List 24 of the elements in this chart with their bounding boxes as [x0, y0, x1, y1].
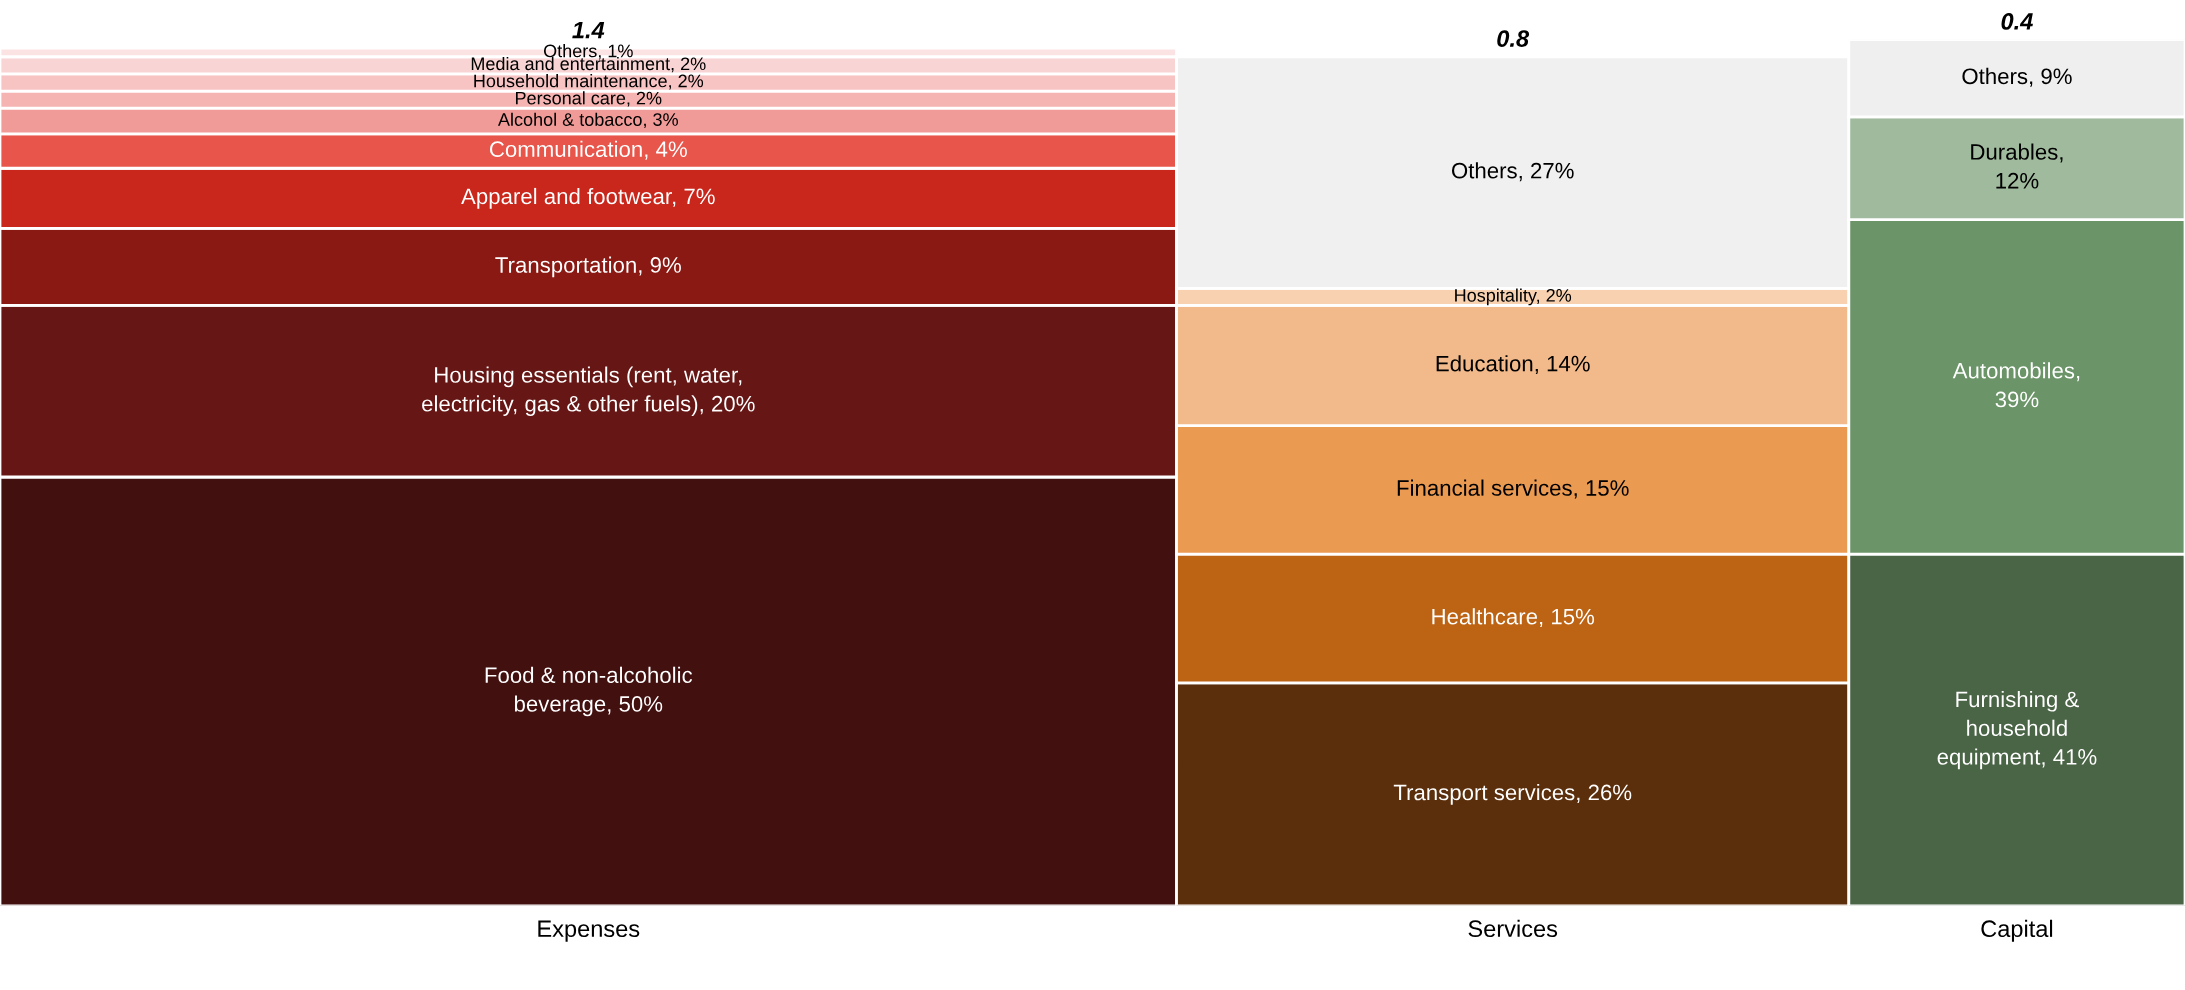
data-label: Healthcare, 15%: [1432, 608, 1595, 628]
x-tick-label: Expenses: [538, 920, 640, 942]
data-label: Alcohol & tobacco, 3%: [497, 112, 678, 129]
data-label: Apparel and footwear, 7%: [461, 187, 715, 209]
data-label: Food & non-alcoholic beverage, 50%: [485, 666, 693, 717]
data-label: Transportation, 9%: [495, 256, 681, 278]
data-label: Transport services, 26%: [1393, 783, 1632, 805]
data-label: Personal care, 2%: [515, 91, 662, 107]
data-label: Household maintenance, 2%: [474, 74, 704, 90]
data-label: Housing essentials (rent, water, electricity, gas & other fuels), 20%: [422, 366, 755, 416]
data-label: Furnishing & household equipment, 41%: [1937, 690, 2097, 770]
annotation: 0.8: [1497, 30, 1530, 47]
x-tick-label: Services: [1468, 919, 1558, 938]
data-label: Others, 9%: [1962, 67, 2072, 87]
annotation: 1.4: [572, 21, 605, 39]
data-label: Communication, 4%: [489, 140, 687, 160]
data-label: Durables, 12%: [1971, 143, 2063, 189]
x-tick-label: Capital: [1981, 919, 2053, 942]
annotation: 0.4: [2001, 13, 2033, 30]
data-label: Automobiles, 39%: [1952, 362, 2080, 408]
data-label: Financial services, 15%: [1397, 479, 1629, 499]
data-label: Education, 14%: [1436, 355, 1590, 375]
data-label: Hospitality, 2%: [1455, 288, 1572, 306]
data-label: Others, 27%: [1451, 162, 1574, 182]
